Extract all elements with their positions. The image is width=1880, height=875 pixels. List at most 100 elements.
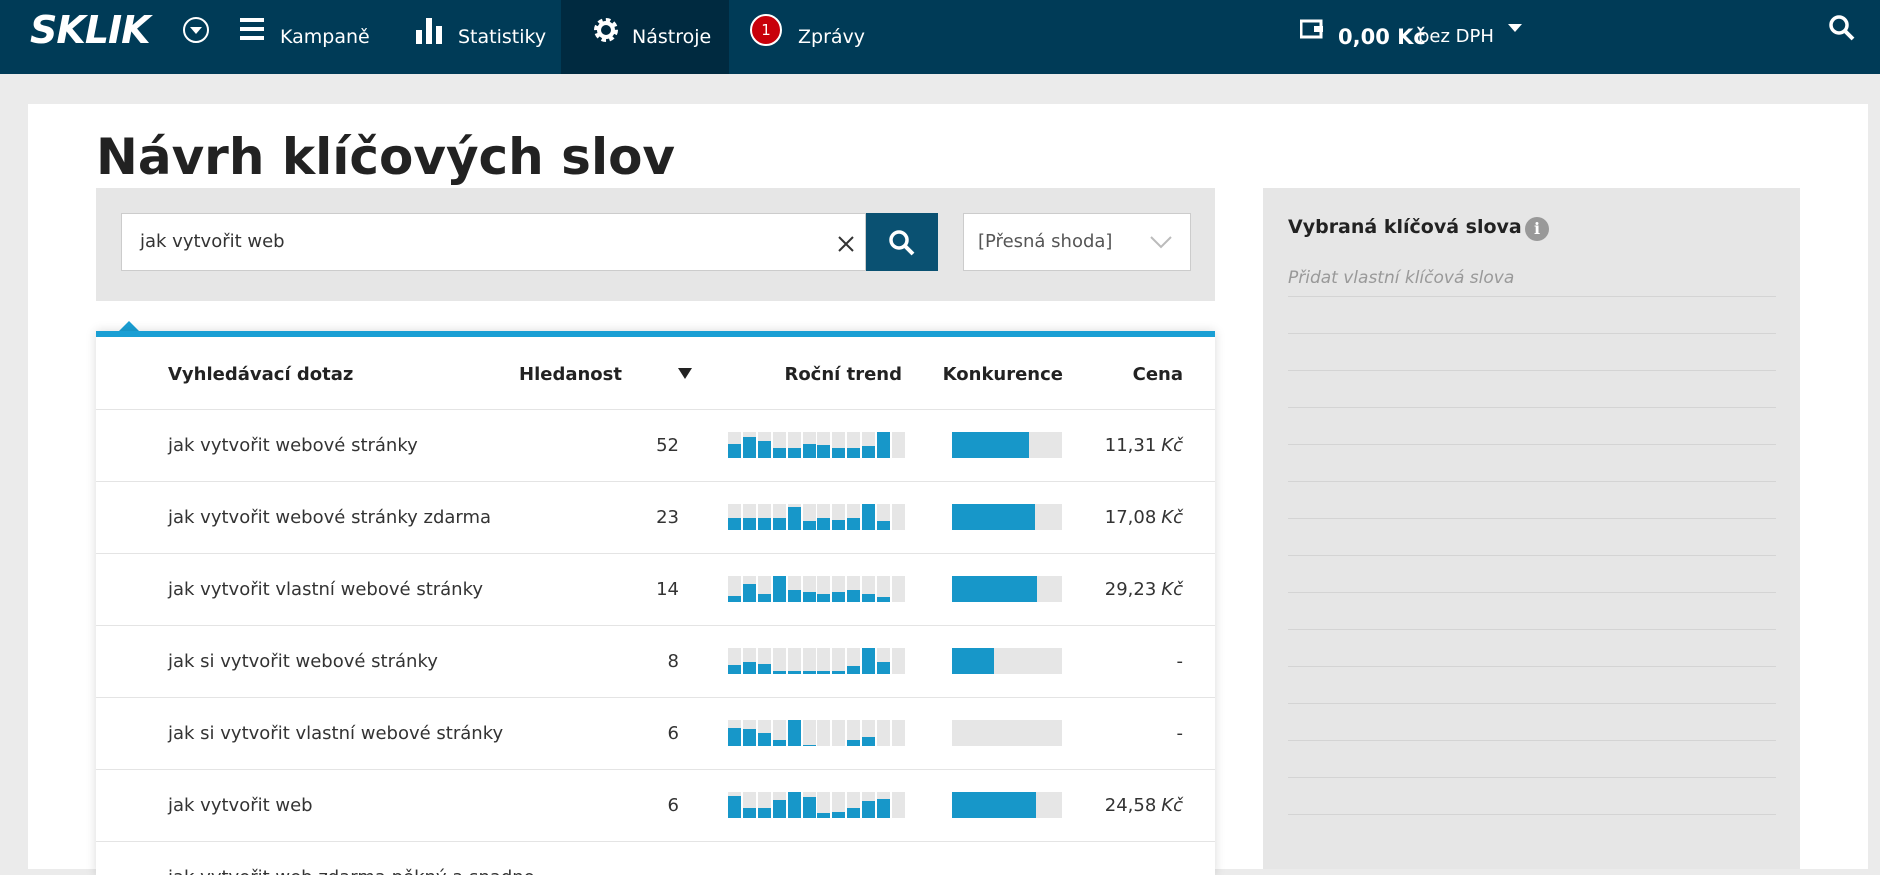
trend-slot (832, 792, 846, 818)
trend-bar (847, 807, 861, 818)
trend-bar (847, 590, 861, 602)
trend-slot (832, 720, 846, 746)
trend-slot (817, 648, 831, 674)
trend-slot (832, 432, 846, 458)
trend-slot (802, 504, 816, 530)
trend-slot (757, 720, 771, 746)
trend-slot (757, 576, 771, 602)
trend-bar (832, 671, 846, 674)
competition-bar (952, 648, 994, 674)
trend-bar (847, 739, 861, 746)
price-value: - (1176, 723, 1184, 744)
trend-bar (772, 671, 786, 674)
icon-tools (594, 18, 618, 42)
price-value: 17,08 (1104, 507, 1157, 528)
volume: 14 (656, 579, 679, 600)
row-divider (96, 625, 1215, 626)
row-divider (96, 409, 1215, 410)
trend-bar (802, 520, 816, 530)
nav-item[interactable]: Nástroje (632, 26, 712, 48)
trend-slot (891, 792, 905, 818)
price-value: - (1176, 651, 1184, 672)
icon-stats (416, 18, 442, 44)
clear-icon[interactable] (838, 236, 854, 252)
competition-track (952, 720, 1062, 746)
active-tab (561, 0, 729, 74)
trend-bar (742, 662, 756, 674)
trend-slot (728, 432, 741, 458)
trend-slot (877, 504, 890, 530)
nav-item[interactable]: Zprávy (798, 26, 866, 48)
trend-slot (817, 432, 831, 458)
trend-slot (728, 720, 741, 746)
trend-slot (891, 648, 905, 674)
trend-slot (757, 432, 771, 458)
trend-slot (862, 648, 876, 674)
search-icon (889, 230, 915, 256)
query: jak vytvořit web (168, 795, 313, 816)
trend-slot (787, 792, 801, 818)
trend-bar (832, 447, 846, 458)
nav-item[interactable]: Statistiky (458, 26, 547, 48)
trend-bar (802, 591, 816, 602)
info-icon[interactable]: i (1525, 217, 1549, 241)
trend-slot (832, 648, 846, 674)
currency: Kč (1161, 795, 1183, 816)
trend-slot (817, 720, 831, 746)
icon-search[interactable] (1828, 14, 1856, 42)
query: jak vytvořit webové stránky (168, 435, 418, 456)
icon-menu (240, 18, 264, 40)
logo-menu[interactable] (182, 16, 210, 44)
badge: 1 (750, 14, 782, 46)
match-dropdown[interactable]: [Přesná shoda] (963, 213, 1191, 271)
trend-slot (862, 576, 876, 602)
trend-bar (772, 576, 786, 602)
trend-bar (862, 736, 876, 746)
trend-bar (862, 446, 876, 458)
query: jak vytvořit webové stránky zdarma (168, 507, 492, 528)
dropdown-caret (1150, 236, 1172, 249)
trend-bar (742, 518, 756, 530)
trend-bar (728, 518, 741, 530)
sidebar-placeholder[interactable]: Přidat vlastní klíčová slova (1288, 268, 1515, 288)
trend-slot (847, 792, 861, 818)
trend-bar (832, 591, 846, 602)
trend-slot (817, 576, 831, 602)
trend-slot (787, 720, 801, 746)
balance-caret[interactable] (1508, 24, 1522, 34)
price: 17,08 Kč (1105, 507, 1183, 528)
sidebar: Vybraná klíčová slova i Přidat vlastní k… (1263, 188, 1800, 869)
trend-bar (862, 504, 876, 530)
trend-slot (772, 720, 786, 746)
sidebar-line (1288, 481, 1776, 482)
sort-icon[interactable] (678, 368, 692, 380)
logo[interactable]: SKLIK (30, 8, 151, 52)
sidebar-line (1288, 370, 1776, 371)
row-divider (96, 841, 1215, 842)
trend-bar (832, 811, 846, 818)
query: jak vytvořit vlastní webové stránky (168, 579, 484, 600)
trend-bar (877, 432, 890, 458)
balance[interactable]: 0,00 Kč (1338, 25, 1426, 49)
trend-bar (802, 443, 816, 458)
trend-slot (772, 504, 786, 530)
top-bar: SKLIK Kampaně Statistiky Nástroje 1 Zprá… (0, 0, 1880, 74)
balance-note[interactable]: bez DPH (1418, 26, 1494, 47)
trend-slot (742, 432, 756, 458)
price: - (1177, 723, 1184, 744)
trend-bar (847, 447, 861, 458)
column-header: Vyhledávací dotaz (168, 364, 354, 385)
trend-slot (802, 720, 816, 746)
search-button[interactable] (866, 213, 938, 271)
volume: 6 (667, 723, 679, 744)
trend-slot (877, 648, 890, 674)
nav-item[interactable]: Kampaně (280, 26, 370, 48)
trend-slot (802, 792, 816, 818)
row-divider (96, 769, 1215, 770)
volume: 52 (656, 435, 679, 456)
sidebar-line (1288, 814, 1776, 815)
search-input[interactable]: jak vytvořit web (121, 213, 866, 271)
query: jak si vytvořit webové stránky (168, 651, 438, 672)
sidebar-line (1288, 777, 1776, 778)
trend-slot (787, 432, 801, 458)
